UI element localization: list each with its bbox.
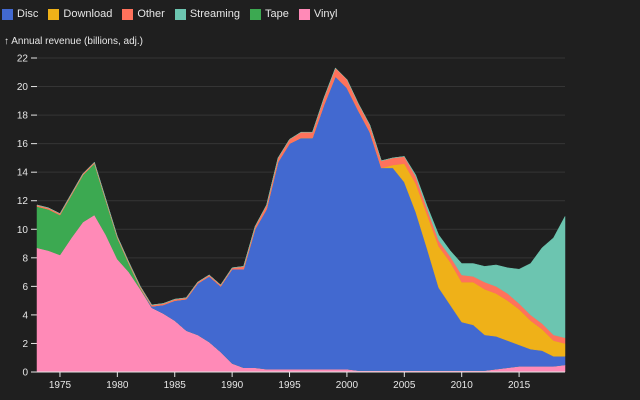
y-tick-label-8: 8 (22, 253, 28, 264)
y-tick-label-6: 6 (22, 282, 28, 293)
x-tick-label-2015: 2015 (508, 380, 531, 391)
chart-legend: Disc Download Other Streaming Tape Vinyl (2, 8, 347, 20)
legend-label-other: Other (137, 8, 165, 20)
legend-label-download: Download (63, 8, 113, 20)
legend-swatch-download (48, 8, 60, 20)
y-tick-label-14: 14 (17, 168, 29, 179)
x-tick-label-2005: 2005 (393, 380, 416, 391)
y-tick-label-10: 10 (17, 225, 29, 236)
legend-item-vinyl: Vinyl (298, 8, 338, 20)
legend-item-other: Other (122, 8, 165, 20)
legend-label-tape: Tape (264, 8, 289, 20)
legend-label-streaming: Streaming (189, 8, 240, 20)
y-tick-label-16: 16 (17, 139, 29, 150)
y-tick-label-22: 22 (17, 54, 29, 65)
legend-swatch-disc (2, 8, 13, 20)
x-tick-label-2000: 2000 (336, 380, 359, 391)
legend-swatch-other (122, 8, 134, 20)
legend-swatch-streaming (174, 8, 186, 20)
area-streaming (36, 67, 566, 339)
legend-item-download: Download (48, 8, 112, 20)
x-tick-label-1975: 1975 (49, 380, 72, 391)
y-tick-label-0: 0 (22, 368, 28, 379)
y-tick-label-12: 12 (17, 196, 29, 207)
x-tick-label-1980: 1980 (106, 380, 129, 391)
x-tick-label-1995: 1995 (278, 380, 301, 391)
legend-item-tape: Tape (249, 8, 289, 20)
legend-swatch-tape (249, 8, 261, 20)
y-tick-label-20: 20 (17, 82, 29, 93)
y-axis-label: ↑ Annual revenue (billions, adj.) (4, 36, 143, 47)
legend-swatch-vinyl (298, 8, 310, 20)
x-tick-label-1990: 1990 (221, 380, 244, 391)
x-tick-label-1985: 1985 (164, 380, 187, 391)
legend-label-disc: Disc (17, 8, 39, 20)
y-tick-label-4: 4 (22, 310, 28, 321)
legend-label-vinyl: Vinyl (313, 8, 338, 20)
x-tick-label-2010: 2010 (451, 380, 474, 391)
y-tick-label-18: 18 (17, 111, 29, 122)
y-tick-label-2: 2 (22, 339, 28, 350)
legend-item-disc: Disc (2, 8, 38, 20)
legend-item-streaming: Streaming (174, 8, 240, 20)
